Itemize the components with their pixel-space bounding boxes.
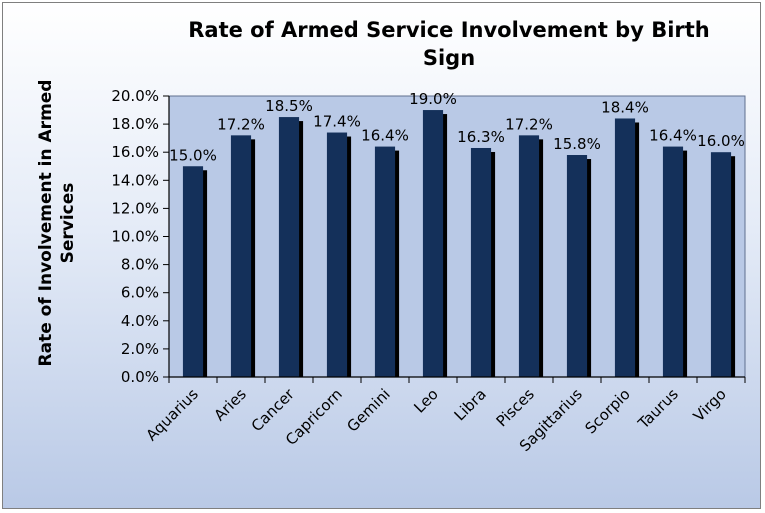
x-tick-label-virgo: Virgo bbox=[690, 385, 730, 425]
bar-chart: Rate of Armed Service Involvement by Bir… bbox=[36, 18, 746, 455]
data-label-virgo: 16.0% bbox=[697, 132, 745, 150]
data-label-aquarius: 15.0% bbox=[169, 146, 217, 164]
bar-gemini bbox=[374, 146, 396, 377]
chart-title-line-2: Sign bbox=[423, 46, 475, 70]
bar-libra bbox=[470, 147, 492, 377]
x-tick-label-scorpio: Scorpio bbox=[582, 385, 634, 437]
data-label-aries: 17.2% bbox=[217, 115, 265, 133]
data-labels: 15.0%17.2%18.5%17.4%16.4%19.0%16.3%17.2%… bbox=[169, 90, 745, 164]
bar-scorpio bbox=[614, 118, 636, 377]
bar-leo bbox=[422, 110, 444, 378]
data-label-gemini: 16.4% bbox=[361, 127, 409, 145]
data-label-libra: 16.3% bbox=[457, 128, 505, 146]
y-tick-label: 2.0% bbox=[121, 340, 159, 358]
y-tick-label: 20.0% bbox=[111, 87, 159, 105]
bar-capricorn bbox=[326, 132, 348, 377]
y-tick-label: 4.0% bbox=[121, 312, 159, 330]
data-label-sagittarius: 15.8% bbox=[553, 135, 601, 153]
x-tick-label-libra: Libra bbox=[451, 385, 490, 424]
x-tick-label-aries: Aries bbox=[210, 385, 249, 424]
chart-title-line-1: Rate of Armed Service Involvement by Bir… bbox=[188, 18, 710, 42]
data-label-capricorn: 17.4% bbox=[313, 113, 361, 131]
y-tick-label: 6.0% bbox=[121, 284, 159, 302]
x-tick-label-aquarius: Aquarius bbox=[143, 385, 202, 444]
bar-cancer bbox=[278, 117, 300, 377]
data-label-leo: 19.0% bbox=[409, 90, 457, 108]
bar-series bbox=[182, 110, 736, 378]
y-tick-label: 0.0% bbox=[121, 368, 159, 386]
bar-virgo bbox=[710, 152, 732, 377]
y-tick-label: 16.0% bbox=[111, 143, 159, 161]
bar-pisces bbox=[518, 135, 540, 377]
y-tick-label: 12.0% bbox=[111, 199, 159, 217]
y-tick-label: 8.0% bbox=[121, 256, 159, 274]
y-axis-title-line-1: Rate of Involvement in Armed bbox=[36, 80, 56, 367]
x-tick-label-pisces: Pisces bbox=[493, 385, 538, 430]
bar-aquarius bbox=[182, 166, 204, 377]
y-axis-title-line-2: Services bbox=[58, 183, 78, 264]
x-tick-label-taurus: Taurus bbox=[634, 385, 682, 433]
y-tick-label: 10.0% bbox=[111, 228, 159, 246]
bar-taurus bbox=[662, 146, 684, 377]
data-label-scorpio: 18.4% bbox=[601, 98, 649, 116]
y-axis: 0.0% 2.0% 4.0% 6.0% 8.0% 10.0% 12.0% 14.0% 16.0%… bbox=[111, 87, 170, 386]
x-tick-label-leo: Leo bbox=[410, 385, 441, 416]
y-tick-label: 18.0% bbox=[111, 115, 159, 133]
y-tick-label: 14.0% bbox=[111, 171, 159, 189]
bar-sagittarius bbox=[566, 155, 588, 377]
plot-area bbox=[168, 95, 746, 378]
data-label-pisces: 17.2% bbox=[505, 115, 553, 133]
x-tick-label-gemini: Gemini bbox=[343, 385, 393, 435]
data-label-taurus: 16.4% bbox=[649, 127, 697, 145]
data-label-cancer: 18.5% bbox=[265, 97, 313, 115]
bar-aries bbox=[230, 135, 252, 377]
